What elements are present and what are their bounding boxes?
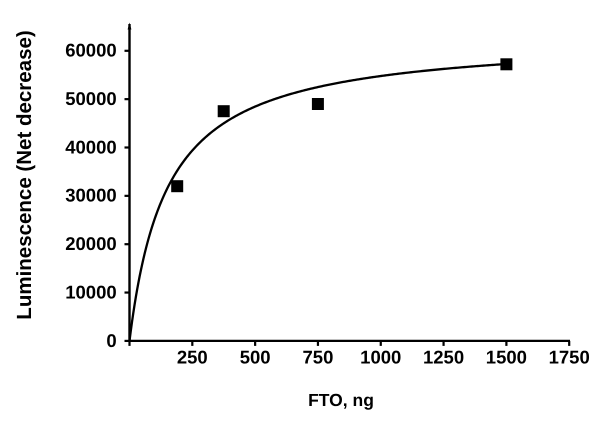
svg-text:1500: 1500 xyxy=(486,347,527,368)
svg-text:40000: 40000 xyxy=(65,136,116,157)
svg-text:20000: 20000 xyxy=(65,233,116,254)
svg-text:50000: 50000 xyxy=(65,88,116,109)
svg-text:0: 0 xyxy=(106,330,116,351)
svg-text:FTO, ng: FTO, ng xyxy=(308,390,374,410)
svg-text:1250: 1250 xyxy=(423,347,464,368)
svg-text:10000: 10000 xyxy=(65,281,116,302)
svg-text:60000: 60000 xyxy=(65,40,116,61)
svg-text:1750: 1750 xyxy=(549,347,590,368)
svg-text:Luminescence (Net decrease): Luminescence (Net decrease) xyxy=(13,30,36,319)
svg-text:30000: 30000 xyxy=(65,185,116,206)
svg-text:250: 250 xyxy=(177,347,208,368)
svg-text:750: 750 xyxy=(303,347,334,368)
svg-text:500: 500 xyxy=(240,347,271,368)
svg-text:1000: 1000 xyxy=(360,347,401,368)
